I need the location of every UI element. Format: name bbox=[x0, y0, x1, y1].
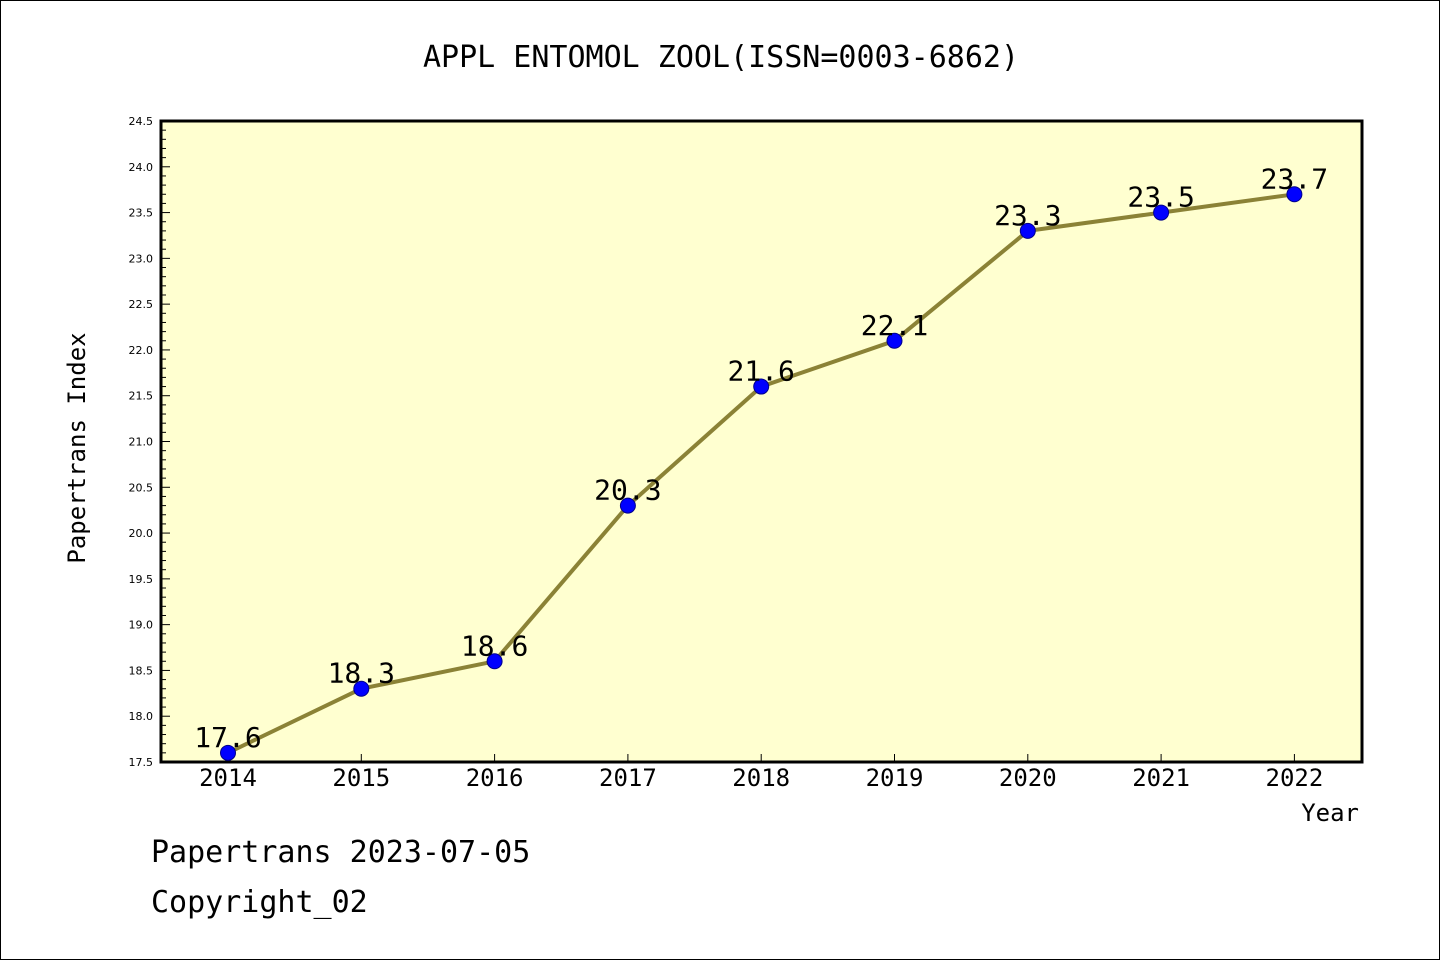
data-label: 22.1 bbox=[861, 309, 928, 342]
data-label: 17.6 bbox=[194, 721, 261, 754]
y-tick-label: 19.5 bbox=[129, 573, 154, 586]
x-tick-label: 2022 bbox=[1266, 764, 1324, 792]
data-label: 18.6 bbox=[461, 629, 528, 662]
y-tick-label: 24.5 bbox=[129, 115, 154, 128]
data-label: 23.5 bbox=[1127, 181, 1194, 214]
data-point bbox=[753, 378, 770, 395]
y-tick-label: 22.5 bbox=[129, 298, 154, 311]
data-point bbox=[220, 744, 236, 761]
y-axis-label: Papertrans Index bbox=[63, 332, 91, 563]
x-tick-label: 2018 bbox=[732, 764, 790, 792]
data-point bbox=[886, 332, 903, 349]
x-tick-label: 2019 bbox=[866, 764, 924, 792]
y-tick-label: 18.0 bbox=[129, 710, 154, 723]
y-tick-label: 23.0 bbox=[129, 252, 154, 265]
data-point bbox=[1153, 204, 1170, 221]
x-tick-label: 2014 bbox=[199, 764, 257, 792]
data-label: 23.7 bbox=[1261, 162, 1328, 195]
data-point bbox=[1286, 186, 1303, 203]
data-labels: 17.6 18.3 18.6 20.3 21.6 22.1 23.3 23.5 23.7 bbox=[194, 162, 1328, 754]
plot-area bbox=[159, 119, 1364, 764]
data-label: 21.6 bbox=[727, 355, 794, 388]
x-tick-label: 2015 bbox=[332, 764, 390, 792]
x-axis: 2014 2015 2016 2017 2018 2019 2020 2021 2022 bbox=[199, 754, 1323, 792]
y-tick-label: 22.0 bbox=[129, 344, 154, 357]
data-points bbox=[220, 186, 1303, 761]
y-tick-label: 19.0 bbox=[129, 619, 154, 632]
y-tick-label: 23.5 bbox=[129, 207, 154, 220]
chart-title: APPL ENTOMOL ZOOL(ISSN=0003-6862) bbox=[423, 40, 1019, 75]
data-point bbox=[1019, 222, 1036, 239]
y-tick-label: 17.5 bbox=[129, 756, 154, 769]
y-tick-label: 18.5 bbox=[129, 664, 154, 677]
y-tick-label: 21.5 bbox=[129, 390, 154, 403]
x-tick-label: 2020 bbox=[999, 764, 1057, 792]
y-tick-label: 20.5 bbox=[129, 481, 154, 494]
data-label: 23.3 bbox=[994, 199, 1061, 232]
y-axis: 17.5 18.0 18.5 19.0 19.5 20.0 20.5 21.0 21.5 22.0… bbox=[129, 115, 170, 769]
data-point bbox=[619, 497, 636, 514]
data-point bbox=[486, 653, 503, 670]
y-tick-label: 24.0 bbox=[129, 161, 154, 174]
y-tick-label: 20.0 bbox=[129, 527, 154, 540]
x-tick-label: 2016 bbox=[466, 764, 524, 792]
data-label: 20.3 bbox=[594, 474, 661, 507]
y-tick-label: 21.0 bbox=[129, 436, 154, 449]
copyright-footer: Copyright_02 bbox=[151, 885, 368, 920]
x-tick-label: 2017 bbox=[599, 764, 657, 792]
data-point bbox=[353, 680, 370, 697]
x-axis-label: Year bbox=[1301, 799, 1359, 827]
x-tick-label: 2021 bbox=[1132, 764, 1190, 792]
data-label: 18.3 bbox=[328, 657, 395, 690]
source-footer: Papertrans 2023-07-05 bbox=[151, 835, 531, 870]
